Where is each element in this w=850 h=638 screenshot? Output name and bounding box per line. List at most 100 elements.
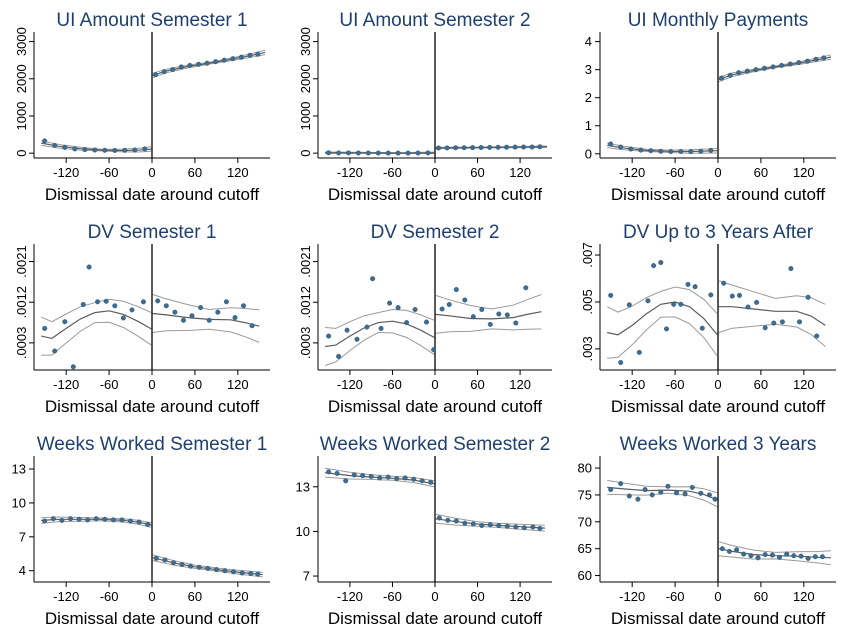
x-tick-label: 0 — [714, 165, 721, 180]
data-point — [608, 292, 614, 298]
data-point — [85, 517, 91, 523]
x-tick-label: -120 — [53, 589, 79, 604]
ci-lower-left — [41, 321, 152, 356]
data-point — [521, 525, 527, 531]
x-tick-label: -60 — [666, 589, 685, 604]
x-axis-label: Dismissal date around cutoff — [45, 397, 259, 416]
data-point — [628, 146, 634, 152]
data-point — [232, 315, 238, 321]
data-point — [712, 496, 718, 502]
panel-title: UI Monthly Payments — [628, 10, 809, 31]
x-tick-label: 0 — [148, 589, 155, 604]
data-point — [375, 150, 381, 156]
data-point — [745, 304, 751, 310]
data-point — [255, 51, 261, 57]
panel-title: UI Amount Semester 2 — [339, 10, 530, 31]
data-point — [431, 347, 437, 353]
ci-upper-right — [435, 294, 542, 310]
panel-title: UI Amount Semester 1 — [56, 10, 247, 31]
data-point — [424, 319, 430, 325]
data-point — [762, 552, 768, 558]
y-tick-label: 4 — [19, 563, 26, 578]
chart-panel-8: Weeks Worked Semester 2 7 10 13 -120 -60 0 60 12… — [296, 434, 552, 628]
data-point — [665, 483, 671, 489]
data-point — [688, 148, 694, 154]
data-point — [753, 67, 759, 73]
data-point — [377, 475, 383, 481]
data-point — [814, 333, 820, 339]
data-point — [698, 148, 704, 154]
chart-panel-6: DV Up to 3 Years After .003 .005 .007 -120 -6… — [580, 222, 836, 416]
data-point — [145, 521, 151, 527]
data-point — [813, 56, 819, 62]
data-point — [708, 147, 714, 153]
panel-title: DV Semester 2 — [371, 222, 500, 243]
data-point — [608, 141, 614, 147]
data-point — [346, 150, 352, 156]
data-point — [521, 144, 527, 150]
data-point — [405, 150, 411, 156]
data-point — [618, 360, 624, 366]
data-point — [478, 144, 484, 150]
y-tick-label: 60 — [578, 568, 592, 583]
y-tick-label: 3000 — [298, 27, 313, 56]
data-point — [453, 145, 459, 151]
x-tick-label: -60 — [100, 589, 119, 604]
data-point — [719, 546, 725, 552]
x-tick-label: -120 — [619, 589, 645, 604]
y-tick-label: 2000 — [14, 64, 29, 93]
fit-line-left — [607, 301, 718, 336]
data-point — [504, 523, 510, 529]
x-tick-label: -60 — [666, 377, 685, 392]
data-point — [453, 518, 459, 524]
data-point — [791, 553, 797, 559]
data-point — [668, 148, 674, 154]
data-point — [642, 487, 648, 493]
x-tick-label: -60 — [100, 377, 119, 392]
data-point — [52, 348, 58, 354]
x-tick-label: 0 — [148, 165, 155, 180]
data-point — [699, 325, 705, 331]
data-point — [238, 54, 244, 60]
data-point — [626, 302, 632, 308]
ci-upper-right — [435, 513, 545, 526]
data-point — [626, 493, 632, 499]
data-point — [62, 144, 68, 150]
y-tick-label: .0003 — [298, 327, 313, 360]
x-tick-label: -120 — [337, 589, 363, 604]
data-point — [479, 523, 485, 529]
data-point — [188, 563, 194, 569]
data-point — [206, 317, 212, 323]
data-point — [249, 323, 255, 329]
panel-title: Weeks Worked 3 Years — [620, 434, 817, 455]
data-point — [737, 292, 743, 298]
data-point — [196, 564, 202, 570]
fit-line-left — [325, 320, 435, 348]
y-tick-label: 7 — [19, 529, 26, 544]
data-point — [762, 325, 768, 331]
data-point — [387, 300, 393, 306]
y-tick-label: 2000 — [298, 64, 313, 93]
data-point — [770, 64, 776, 70]
fit-line-right — [718, 548, 832, 559]
ci-upper-right — [718, 541, 832, 553]
data-point — [72, 146, 78, 152]
data-point — [334, 470, 340, 476]
x-tick-label: -120 — [619, 165, 645, 180]
ci-lower-left — [41, 144, 152, 153]
data-point — [343, 478, 349, 484]
data-point — [404, 320, 410, 326]
data-point — [648, 148, 654, 154]
data-point — [221, 57, 227, 63]
data-point — [326, 469, 332, 475]
ci-lower-right — [718, 58, 832, 83]
data-point — [636, 349, 642, 355]
x-tick-label: 60 — [470, 377, 484, 392]
data-point — [354, 336, 360, 342]
x-tick-label: 60 — [754, 377, 768, 392]
data-point — [721, 280, 727, 286]
chart-panel-7: Weeks Worked Semester 1 4 7 10 13 -120 -60 0 60 1… — [12, 434, 270, 628]
data-point — [368, 473, 374, 479]
data-point — [92, 147, 98, 153]
data-point — [163, 303, 169, 309]
